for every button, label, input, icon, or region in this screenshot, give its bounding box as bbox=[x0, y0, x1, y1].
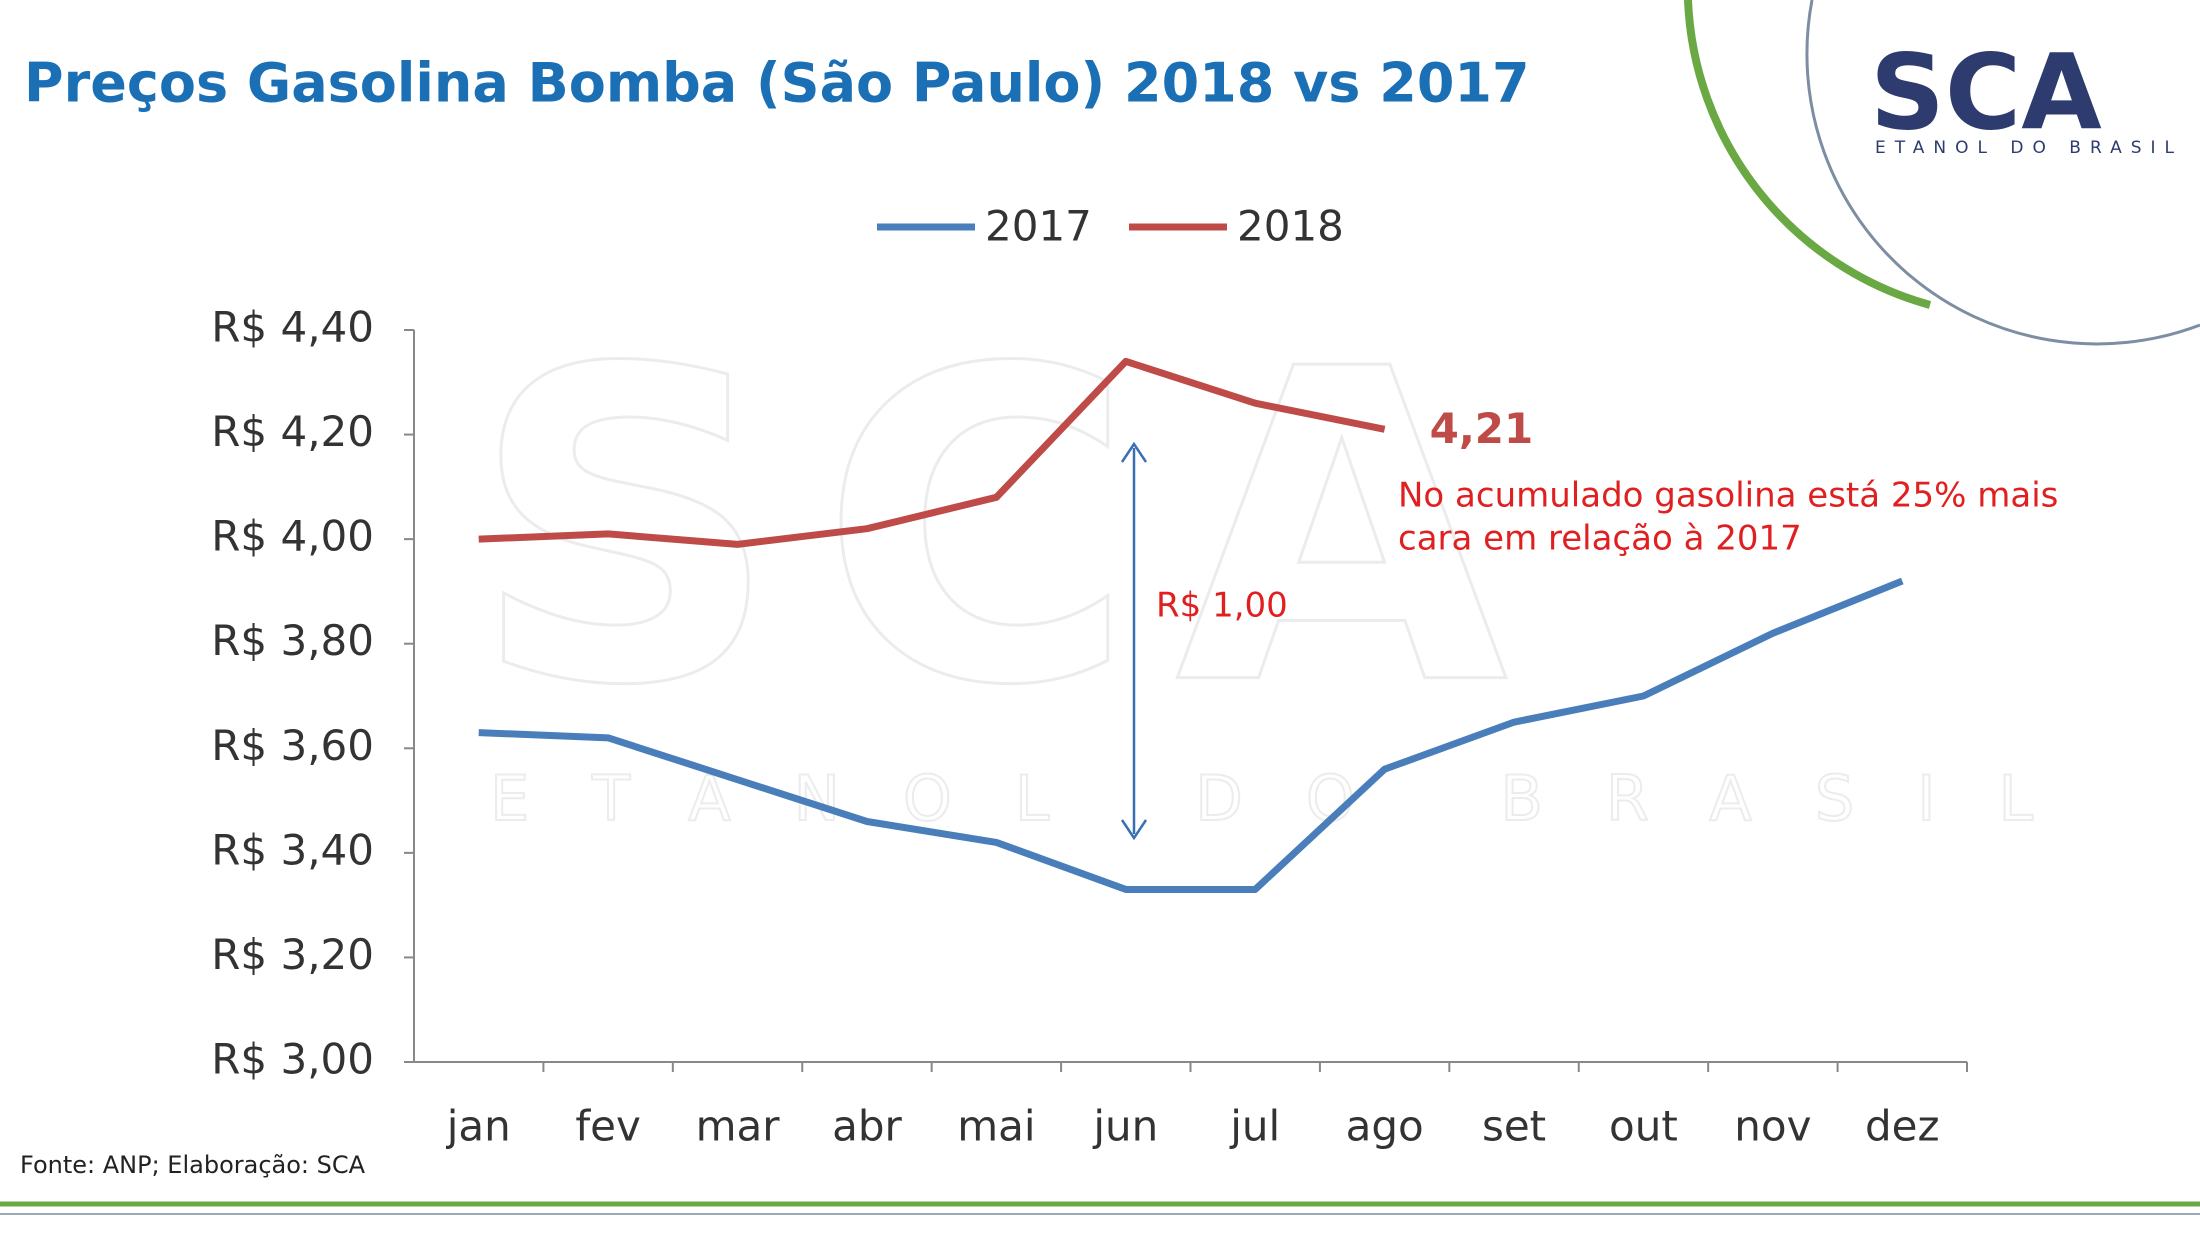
y-tick-label: R$ 4,00 bbox=[211, 512, 374, 561]
x-tick-label: abr bbox=[832, 1102, 902, 1151]
logo-arc bbox=[1684, 0, 1932, 309]
data-label: 4,21 bbox=[1430, 404, 1534, 453]
y-tick-label: R$ 4,40 bbox=[211, 303, 374, 352]
annotation: R$ 1,00 bbox=[1156, 586, 1288, 626]
y-tick-label: R$ 4,20 bbox=[211, 407, 374, 456]
y-tick-label: R$ 3,00 bbox=[211, 1035, 374, 1084]
y-tick-label: R$ 3,20 bbox=[211, 930, 374, 979]
x-tick-label: dez bbox=[1865, 1102, 1940, 1151]
watermark: ETANOL DO BRASIL bbox=[490, 762, 2096, 835]
x-tick-label: fev bbox=[575, 1102, 640, 1151]
x-tick-label: out bbox=[1609, 1102, 1678, 1151]
x-tick-label: jan bbox=[446, 1102, 511, 1151]
y-tick-label: R$ 3,60 bbox=[211, 721, 374, 770]
watermark: SCA bbox=[470, 280, 1548, 780]
x-tick-label: jun bbox=[1092, 1102, 1158, 1151]
annotation: cara em relação à 2017 bbox=[1398, 519, 1802, 559]
series-line bbox=[478, 577, 1904, 893]
x-tick-label: set bbox=[1482, 1102, 1546, 1151]
x-tick-label: mar bbox=[696, 1102, 781, 1151]
x-tick-label: mai bbox=[957, 1102, 1035, 1151]
title: Preços Gasolina Bomba (São Paulo) 2018 v… bbox=[24, 52, 1530, 115]
legend-label: 2018 bbox=[1237, 202, 1344, 251]
legend-label: 2017 bbox=[985, 202, 1092, 251]
x-tick-label: ago bbox=[1346, 1102, 1424, 1151]
logo-tagline: ETANOL DO BRASIL bbox=[1875, 138, 2183, 158]
y-tick-label: R$ 3,40 bbox=[211, 825, 374, 874]
source: Fonte: ANP; Elaboração: SCA bbox=[20, 1151, 366, 1179]
x-tick-label: jul bbox=[1229, 1102, 1280, 1151]
y-tick-label: R$ 3,80 bbox=[211, 616, 374, 665]
x-tick-label: nov bbox=[1734, 1102, 1811, 1151]
series-line bbox=[478, 357, 1386, 548]
logo: SCA bbox=[1870, 31, 2102, 153]
arrow-head bbox=[1120, 441, 1148, 841]
logo-arc bbox=[1805, 0, 2200, 346]
annotation: No acumulado gasolina está 25% mais bbox=[1398, 476, 2058, 516]
